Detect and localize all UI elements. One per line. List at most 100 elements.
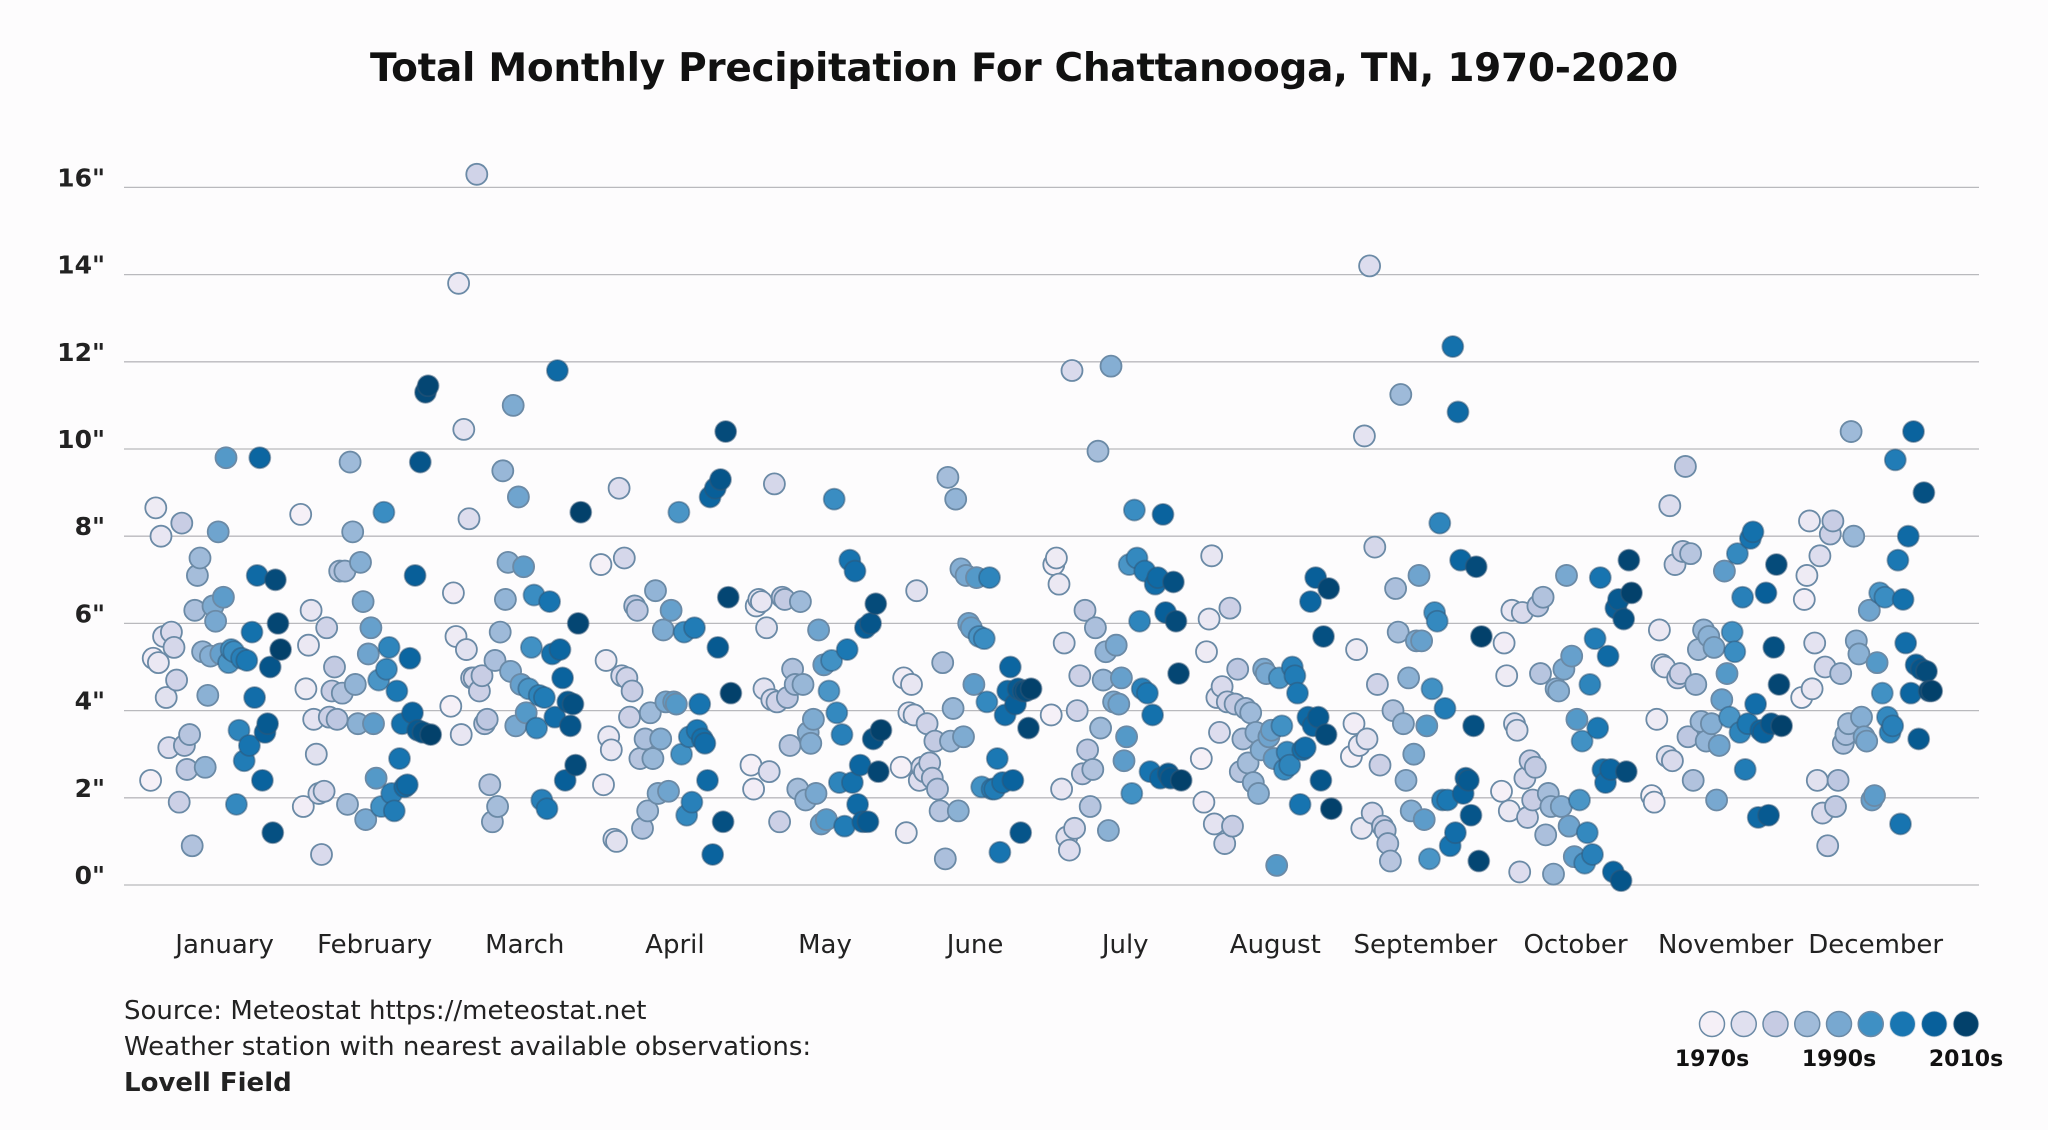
data-point bbox=[1668, 662, 1692, 685]
data-point bbox=[1757, 803, 1780, 827]
data-point bbox=[592, 773, 615, 797]
data-point bbox=[1821, 509, 1845, 533]
data-point bbox=[657, 779, 680, 803]
data-point bbox=[1164, 609, 1188, 633]
month-label: April bbox=[645, 930, 704, 960]
data-point bbox=[1702, 635, 1726, 659]
data-point bbox=[1578, 673, 1602, 696]
data-point bbox=[338, 450, 362, 474]
data-point bbox=[1824, 795, 1847, 818]
data-point bbox=[1189, 747, 1213, 770]
data-point bbox=[149, 524, 173, 548]
data-point bbox=[1679, 542, 1702, 566]
data-point bbox=[1568, 788, 1591, 812]
data-point bbox=[659, 598, 683, 622]
data-point bbox=[822, 487, 846, 511]
data-point bbox=[1715, 662, 1739, 685]
data-point bbox=[1829, 662, 1853, 685]
y-tick-label: 0" bbox=[75, 861, 105, 890]
data-point bbox=[165, 668, 189, 692]
data-point bbox=[144, 496, 168, 520]
data-point bbox=[1128, 609, 1151, 633]
data-point bbox=[802, 707, 825, 731]
data-point bbox=[1583, 627, 1607, 651]
data-point bbox=[820, 649, 843, 672]
data-point bbox=[566, 612, 590, 635]
data-point bbox=[1681, 768, 1705, 792]
data-point bbox=[1920, 679, 1944, 703]
data-point bbox=[1428, 511, 1452, 535]
data-point bbox=[1342, 712, 1366, 736]
data-point bbox=[457, 507, 481, 531]
data-point bbox=[1850, 705, 1873, 729]
data-point bbox=[315, 616, 339, 640]
data-point bbox=[1470, 625, 1493, 648]
legend-swatch bbox=[1952, 1010, 1980, 1038]
data-point bbox=[561, 692, 585, 716]
data-point bbox=[1658, 494, 1682, 518]
data-point bbox=[470, 664, 494, 688]
data-point bbox=[651, 618, 675, 642]
data-point bbox=[1104, 633, 1128, 657]
data-point bbox=[1110, 666, 1133, 690]
data-point bbox=[768, 810, 791, 834]
data-point bbox=[1407, 564, 1431, 587]
data-point bbox=[693, 731, 717, 755]
data-point bbox=[1050, 777, 1073, 801]
data-point bbox=[1239, 701, 1263, 725]
data-point bbox=[988, 840, 1012, 864]
data-point bbox=[1063, 816, 1086, 840]
data-point bbox=[354, 808, 378, 831]
data-point bbox=[1542, 862, 1565, 886]
data-point bbox=[167, 790, 191, 814]
data-point bbox=[1741, 520, 1765, 544]
data-point bbox=[1490, 779, 1513, 803]
data-point bbox=[941, 697, 965, 720]
data-point bbox=[696, 768, 719, 792]
data-point bbox=[962, 673, 986, 696]
data-point bbox=[325, 707, 349, 731]
data-point bbox=[1891, 588, 1915, 611]
data-point bbox=[1081, 758, 1105, 781]
data-point bbox=[1112, 749, 1136, 773]
data-point bbox=[664, 692, 688, 716]
data-point bbox=[825, 701, 849, 725]
data-point bbox=[1547, 679, 1571, 703]
legend-swatch bbox=[1698, 1010, 1726, 1038]
data-point bbox=[683, 616, 706, 640]
data-point bbox=[755, 616, 778, 640]
data-point bbox=[975, 690, 999, 714]
data-point bbox=[1379, 849, 1402, 873]
data-point bbox=[356, 642, 380, 666]
data-point bbox=[240, 620, 264, 644]
data-point bbox=[398, 646, 422, 670]
data-point bbox=[1713, 559, 1736, 583]
data-point bbox=[1723, 640, 1747, 664]
data-point bbox=[364, 766, 388, 790]
data-point bbox=[449, 723, 473, 746]
data-point bbox=[1467, 849, 1491, 873]
chart-title: Total Monthly Precipitation For Chattano… bbox=[370, 46, 1678, 91]
data-point bbox=[243, 686, 267, 709]
data-point bbox=[294, 677, 318, 701]
data-point bbox=[266, 612, 290, 635]
data-point bbox=[1523, 755, 1547, 779]
data-point bbox=[343, 673, 367, 696]
data-point bbox=[807, 618, 830, 642]
data-point bbox=[1009, 821, 1033, 845]
data-point bbox=[843, 559, 867, 583]
data-point bbox=[612, 546, 636, 570]
data-point bbox=[1912, 481, 1936, 505]
data-point bbox=[188, 546, 212, 570]
data-point bbox=[533, 686, 556, 709]
data-point bbox=[1765, 553, 1788, 576]
data-point bbox=[408, 450, 432, 474]
data-point bbox=[258, 655, 282, 679]
y-tick-label: 4" bbox=[75, 687, 105, 716]
data-point bbox=[385, 679, 409, 703]
data-point bbox=[688, 692, 712, 716]
data-point bbox=[351, 590, 375, 613]
data-point bbox=[835, 638, 859, 661]
data-point bbox=[525, 716, 548, 740]
data-point bbox=[1120, 782, 1144, 805]
